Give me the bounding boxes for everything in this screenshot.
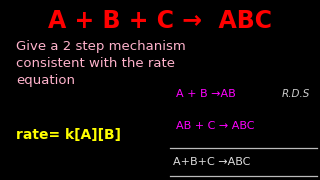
- Text: A+B+C →ABC: A+B+C →ABC: [173, 157, 250, 167]
- Text: A + B →AB: A + B →AB: [176, 89, 236, 99]
- Text: Give a 2 step mechanism
consistent with the rate
equation: Give a 2 step mechanism consistent with …: [16, 40, 186, 87]
- Text: A + B + C →  ABC: A + B + C → ABC: [48, 9, 272, 33]
- Text: rate= k[A][B]: rate= k[A][B]: [16, 128, 121, 142]
- Text: R.D.S: R.D.S: [282, 89, 310, 99]
- Text: AB + C → ABC: AB + C → ABC: [176, 121, 254, 131]
